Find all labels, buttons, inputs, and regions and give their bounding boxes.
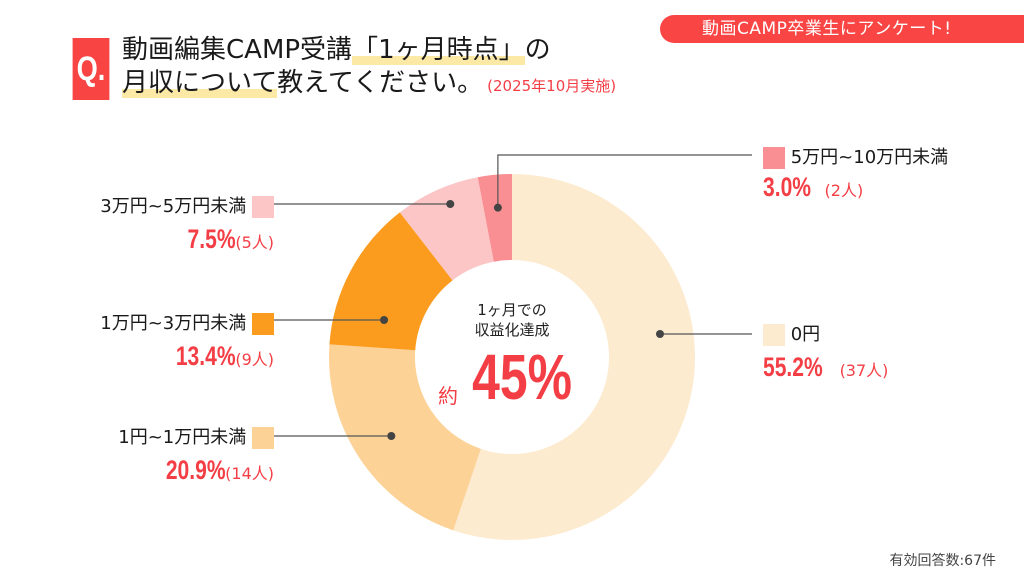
leader-dot [656,330,665,338]
legend-swatch [763,147,785,169]
data-label-percent: 13.4% [175,341,236,371]
data-label-3man-5man: 7.5%(5人) [174,224,274,255]
legend-label-1yen-1man: 1円~1万円未満 [118,423,274,449]
data-label-count: (2人) [824,181,864,200]
center-caption: 1ヶ月での 収益化達成 [432,300,592,340]
legend-label-5man-10man: 5万円~10万円未満 [763,143,948,169]
donut-slice [329,212,453,351]
legend-text: 5万円~10万円未満 [790,147,949,168]
data-label-count: (5人) [235,233,274,252]
data-label-5man-10man: 3.0% (2人) [763,172,863,203]
survey-badge: 動画CAMP卒業生にアンケート! [660,15,1024,43]
leader-line [497,154,752,208]
legend-text: 0円 [790,324,821,345]
survey-date: (2025年10月実施) [487,77,617,95]
data-label-percent: 3.0% [763,172,812,202]
data-label-count: (14人) [225,464,274,483]
donut-slice [453,174,696,540]
response-count: 有効回答数:67件 [889,553,996,569]
data-label-count: (37人) [839,361,889,380]
title-line2-post: 教えてください。 [277,68,484,98]
center-line2: 収益化達成 [474,321,550,339]
title-line2-highlight: 月収について [122,68,278,98]
legend-text: 1万円~3万円未満 [100,313,247,334]
center-prefix: 約 [437,384,458,408]
legend-swatch [252,313,274,335]
question-title: 動画編集CAMP受講「1ヶ月時点」の 月収について教えてください。 (2025年1… [122,34,616,103]
data-label-percent: 7.5% [187,224,236,254]
legend-label-0yen: 0円 [763,320,820,346]
donut-slice [329,344,481,531]
legend-swatch [252,196,274,218]
legend-text: 1円~1万円未満 [118,427,247,448]
leader-dot [493,203,502,212]
data-label-count: (9人) [235,350,274,369]
leader-dot [387,432,396,440]
data-label-percent: 20.9% [165,455,226,485]
data-label-percent: 55.2% [763,352,823,382]
legend-swatch [252,427,274,449]
center-value: 約 45% [432,345,592,409]
leader-dot [380,316,389,324]
legend-swatch [763,324,785,346]
title-line1-pre: 動画編集CAMP受講 [122,35,353,65]
donut-slice [477,174,512,262]
data-label-0yen: 55.2% (37人) [763,352,888,383]
legend-text: 3万円~5万円未満 [100,196,247,217]
center-percent: 45% [472,341,572,413]
legend-label-3man-5man: 3万円~5万円未満 [100,192,274,218]
data-label-1yen-1man: 20.9%(14人) [149,455,274,486]
data-label-1man-3man: 13.4%(9人) [159,341,274,372]
title-line1-post: の [524,35,551,65]
question-mark-box: Q. [72,38,110,100]
leader-dot [446,200,455,208]
legend-label-1man-3man: 1万円~3万円未満 [100,309,274,335]
title-line1-highlight: 「1ヶ月時点」 [352,35,525,65]
center-line1: 1ヶ月での [477,301,547,319]
donut-slice [399,177,494,281]
